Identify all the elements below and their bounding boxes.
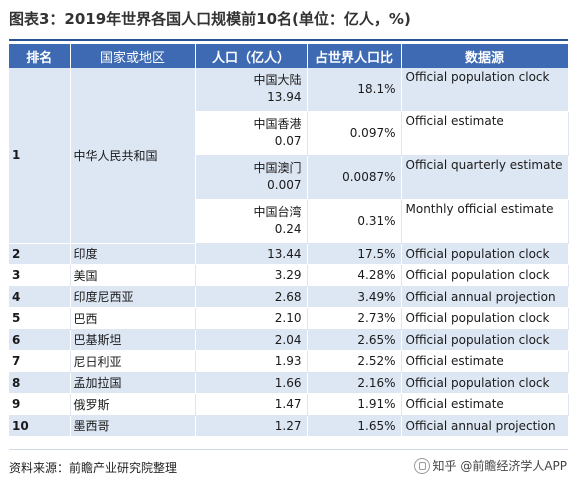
region-population: 0.007 xyxy=(267,178,302,192)
country-cell: 印度尼西亚 xyxy=(70,286,196,308)
population-cell: 1.47 xyxy=(195,393,308,416)
footer-divider xyxy=(9,449,568,450)
share-cell: 0.0087% xyxy=(307,155,402,200)
population-cell: 2.68 xyxy=(195,286,308,308)
table-row: 2 印度 13.44 17.5% Official population clock xyxy=(9,243,569,265)
header-rank: 排名 xyxy=(9,44,71,68)
share-cell: 1.65% xyxy=(307,415,402,437)
table-row-china-mainland: 1 中华人民共和国 中国大陆 13.94 18.1% Official popu… xyxy=(9,68,569,244)
rank-cell: 5 xyxy=(9,307,71,330)
header-share: 占世界人口比 xyxy=(307,44,402,68)
share-cell: 2.65% xyxy=(307,329,402,351)
population-cell: 2.10 xyxy=(195,307,308,330)
table-row: 4 印度尼西亚 2.68 3.49% Official annual projectio… xyxy=(9,286,569,308)
rank-cell: 2 xyxy=(9,243,71,265)
source-cell: Monthly official estimate xyxy=(401,199,569,244)
source-cell: Official estimate xyxy=(401,350,569,373)
rank-cell: 4 xyxy=(9,286,71,308)
table-header-row: 排名 国家或地区 人口（亿人） 占世界人口比 数据源 xyxy=(9,44,569,68)
source-cell: Official annual projection xyxy=(401,286,569,308)
source-cell: Official estimate xyxy=(401,393,569,416)
table-row: 8 孟加拉国 1.66 2.16% Official population clock xyxy=(9,372,569,394)
country-cell: 孟加拉国 xyxy=(70,372,196,394)
share-cell: 2.73% xyxy=(307,307,402,330)
region-name: 中国台湾 xyxy=(253,205,302,219)
population-table: 排名 国家或地区 人口（亿人） 占世界人口比 数据源 1 中华人民共和国 中国大… xyxy=(9,44,569,437)
source-cell: Official population clock xyxy=(401,68,569,112)
country-cell: 印度 xyxy=(70,243,196,265)
country-cell: 巴基斯坦 xyxy=(70,329,196,351)
region-population: 0.07 xyxy=(274,134,302,148)
header-country: 国家或地区 xyxy=(70,44,196,68)
rank-cell: 6 xyxy=(9,329,71,351)
population-cell: 1.93 xyxy=(195,350,308,373)
brand-text: 知乎 @前瞻经济学人APP xyxy=(432,459,568,473)
country-cell: 尼日利亚 xyxy=(70,350,196,373)
rank-cell: 1 xyxy=(9,68,71,244)
population-cell: 中国大陆 13.94 xyxy=(195,68,308,112)
share-cell: 18.1% xyxy=(307,68,402,112)
source-cell: Official population clock xyxy=(401,372,569,394)
source-cell: Official population clock xyxy=(401,243,569,265)
source-cell: Official population clock xyxy=(401,329,569,351)
population-cell: 3.29 xyxy=(195,264,308,287)
table-row: 6 巴基斯坦 2.04 2.65% Official population clock xyxy=(9,329,569,351)
source-cell: Official quarterly estimate xyxy=(401,155,569,200)
brand-watermark: 知乎 @前瞻经济学人APP xyxy=(413,457,568,474)
country-cell: 墨西哥 xyxy=(70,415,196,437)
source-cell: Official annual projection xyxy=(401,415,569,437)
source-cell: Official population clock xyxy=(401,307,569,330)
share-cell: 0.097% xyxy=(307,111,402,156)
share-cell: 1.91% xyxy=(307,393,402,416)
share-cell: 2.16% xyxy=(307,372,402,394)
rank-cell: 7 xyxy=(9,350,71,373)
source-cell: Official population clock xyxy=(401,264,569,287)
region-population: 0.24 xyxy=(274,222,302,236)
source-cell: Official estimate xyxy=(401,111,569,156)
country-cell: 美国 xyxy=(70,264,196,287)
population-cell: 2.04 xyxy=(195,329,308,351)
table-row: 3 美国 3.29 4.28% Official population clock xyxy=(9,264,569,287)
table-row: 7 尼日利亚 1.93 2.52% Official estimate xyxy=(9,350,569,373)
region-name: 中国大陆 xyxy=(253,73,302,88)
rank-cell: 9 xyxy=(9,393,71,416)
rank-cell: 10 xyxy=(9,415,71,437)
share-cell: 4.28% xyxy=(307,264,402,287)
table-row: 10 墨西哥 1.27 1.65% Official annual projection xyxy=(9,415,569,437)
header-population: 人口（亿人） xyxy=(195,44,308,68)
table-row-china-hongkong: 中国香港 0.07 0.097% Official estimate xyxy=(9,111,569,156)
region-name: 中国澳门 xyxy=(253,161,302,175)
table-row: 9 俄罗斯 1.47 1.91% Official estimate xyxy=(9,393,569,416)
country-cell: 中华人民共和国 xyxy=(70,68,196,244)
share-cell: 2.52% xyxy=(307,350,402,373)
population-cell: 中国澳门 0.007 xyxy=(195,155,308,200)
population-cell: 中国台湾 0.24 xyxy=(195,199,308,244)
share-cell: 17.5% xyxy=(307,243,402,265)
header-source: 数据源 xyxy=(401,44,569,68)
population-cell: 1.27 xyxy=(195,415,308,437)
country-cell: 俄罗斯 xyxy=(70,393,196,416)
rank-cell: 8 xyxy=(9,372,71,394)
share-cell: 3.49% xyxy=(307,286,402,308)
share-cell: 0.31% xyxy=(307,199,402,244)
population-cell: 中国香港 0.07 xyxy=(195,111,308,156)
table-title: 图表3：2019年世界各国人口规模前10名(单位：亿人，%) xyxy=(9,10,411,28)
table-row-china-macau: 中国澳门 0.007 0.0087% Official quarterly es… xyxy=(9,155,569,200)
camera-logo-icon xyxy=(413,457,430,474)
region-population: 13.94 xyxy=(267,90,302,105)
region-name: 中国香港 xyxy=(253,117,302,131)
country-cell: 巴西 xyxy=(70,307,196,330)
table-row-china-taiwan: 中国台湾 0.24 0.31% Monthly official estimat… xyxy=(9,199,569,244)
title-divider xyxy=(9,39,568,41)
data-source-note: 资料来源：前瞻产业研究院整理 xyxy=(9,461,178,475)
rank-cell: 3 xyxy=(9,264,71,287)
table-row: 5 巴西 2.10 2.73% Official population clock xyxy=(9,307,569,330)
population-cell: 1.66 xyxy=(195,372,308,394)
population-cell: 13.44 xyxy=(195,243,308,265)
